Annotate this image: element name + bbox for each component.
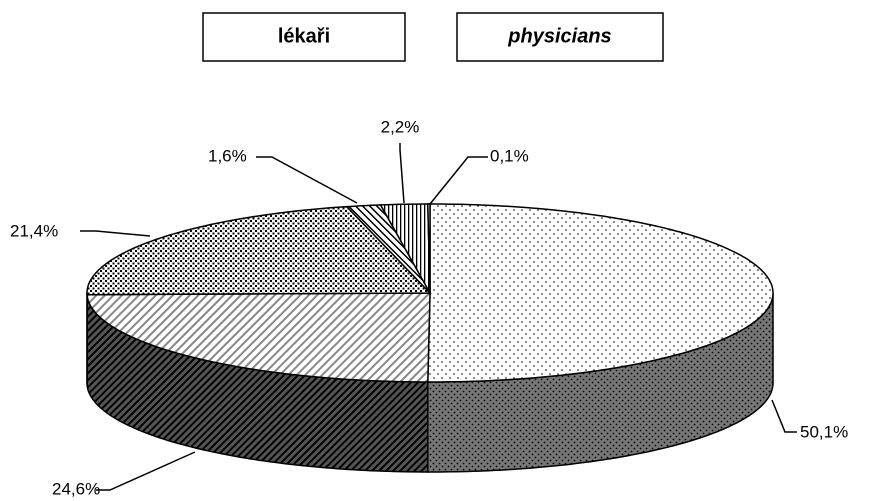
data-label: 0,1% (490, 146, 529, 165)
data-label: 50,1% (800, 422, 848, 441)
leader-line (256, 156, 358, 204)
pie-slice (86, 205, 432, 296)
pie-slice (427, 203, 431, 294)
leader-line (429, 156, 488, 205)
leader-line (80, 230, 151, 237)
leader-line (96, 451, 196, 491)
leader-line (771, 399, 797, 433)
title-box (202, 12, 406, 62)
data-label: 2,2% (381, 117, 420, 136)
pie-slice (345, 204, 431, 294)
pie-slice (427, 203, 774, 383)
data-label: 24,6% (52, 479, 100, 498)
title: physicians (507, 25, 611, 47)
data-label: 21,4% (10, 221, 58, 240)
data-label: 1,6% (208, 146, 247, 165)
pie-slice (86, 292, 431, 383)
pie-slice (379, 203, 431, 294)
leader-line (399, 143, 405, 204)
title-box (456, 12, 664, 62)
title: lékaři (278, 25, 330, 47)
